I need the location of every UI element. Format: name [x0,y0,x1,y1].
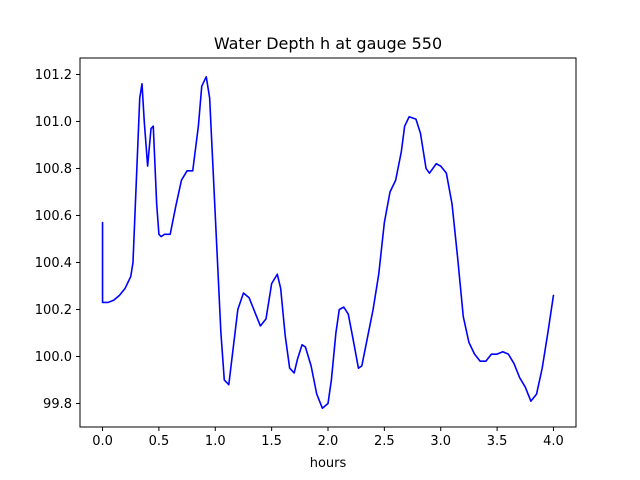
plot-area [101,76,555,409]
y-tick-label: 100.2 [35,303,72,318]
x-tick-label: 4.0 [543,434,564,449]
chart-title: Water Depth h at gauge 550 [214,34,442,53]
y-tick-label: 100.6 [35,209,72,224]
series-line-0 [101,76,555,409]
y-tick-label: 100.0 [35,350,72,365]
x-tick-label: 1.0 [205,434,226,449]
y-tick-label: 101.2 [35,68,72,83]
plot-frame [79,57,577,428]
x-tick-label: 0.0 [92,434,113,449]
x-axis: 0.0 0.5 1.0 1.5 2.0 2.5 3.0 3.5 4.0 [92,427,564,449]
x-tick-label: 3.5 [487,434,508,449]
x-tick-label: 3.0 [430,434,451,449]
y-axis: 99.8 100.0 100.2 100.4 100.6 100.8 101.0 101.2 [35,68,80,412]
y-tick-label: 100.8 [35,162,72,177]
x-axis-label: hours [310,456,347,471]
x-tick-label: 2.0 [318,434,339,449]
y-tick-label: 99.8 [43,397,72,412]
y-tick-label: 100.4 [35,256,72,271]
y-tick-label: 101.0 [35,115,72,130]
x-tick-label: 0.5 [149,434,170,449]
x-tick-label: 1.5 [261,434,282,449]
x-tick-label: 2.5 [374,434,395,449]
